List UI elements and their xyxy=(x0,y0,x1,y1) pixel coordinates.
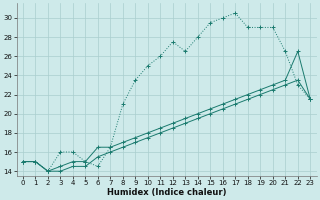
X-axis label: Humidex (Indice chaleur): Humidex (Indice chaleur) xyxy=(107,188,226,197)
